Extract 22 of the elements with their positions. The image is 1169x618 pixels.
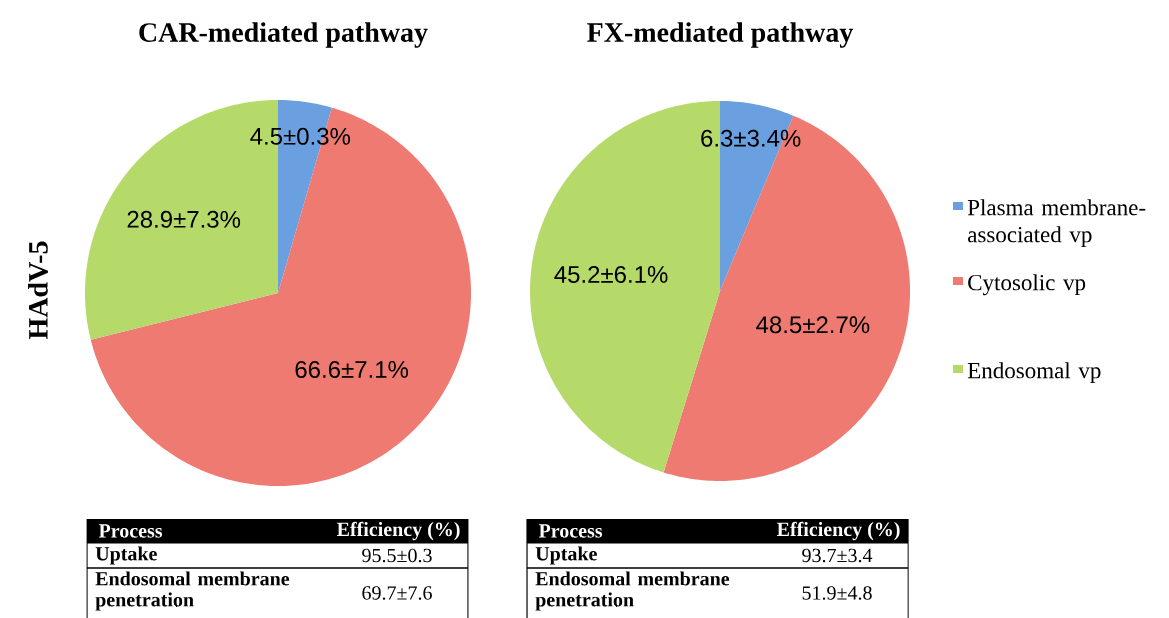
text: HAdV-5 (28, 241, 48, 340)
data-label: 48.5±2.7% (756, 316, 870, 334)
text: 51.9±4.8 (802, 586, 872, 600)
legend-label: Endosomal vp (967, 362, 1101, 384)
text: Uptake (95, 546, 157, 565)
text: 69.7±7.6 (362, 586, 432, 600)
legend-label: Cytosolic vp (968, 274, 1086, 296)
text: 95.5±0.3 (362, 548, 432, 563)
text: Endosomal membrane penetration (535, 571, 730, 611)
text: Process (98, 524, 163, 538)
chart-title: CAR-mediated pathway (139, 22, 428, 48)
data-label: 66.6±7.1% (295, 360, 409, 378)
chart-title: FX-mediated pathway (587, 22, 854, 48)
text: Efficiency (%) (776, 521, 900, 541)
legend-label: Plasma membrane-associated vp (967, 199, 1146, 248)
text: Uptake (535, 546, 597, 565)
text: Endosomal membrane penetration (95, 571, 290, 611)
data-label: 45.2±6.1% (554, 265, 668, 283)
text: Process (538, 524, 603, 538)
text: 93.7±3.4 (802, 548, 873, 563)
text: Efficiency (%) (336, 521, 460, 541)
data-label: 28.9±7.3% (127, 210, 241, 228)
